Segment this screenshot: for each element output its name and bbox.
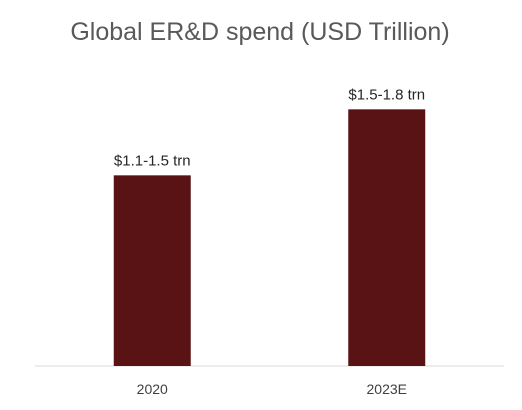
bar-2020: [113, 175, 191, 366]
chart-title: Global ER&D spend (USD Trillion): [70, 18, 449, 46]
bar-2023E: [348, 109, 426, 366]
chart-marks: $1.1-1.5 trn 2020 $1.5-1.8 trn 2023E: [113, 86, 426, 397]
data-label-2023E: $1.5-1.8 trn: [348, 86, 425, 103]
data-label-2020: $1.1-1.5 trn: [114, 152, 191, 169]
x-tick-label-2020: 2020: [137, 381, 168, 397]
x-tick-label-2023E: 2023E: [367, 381, 407, 397]
